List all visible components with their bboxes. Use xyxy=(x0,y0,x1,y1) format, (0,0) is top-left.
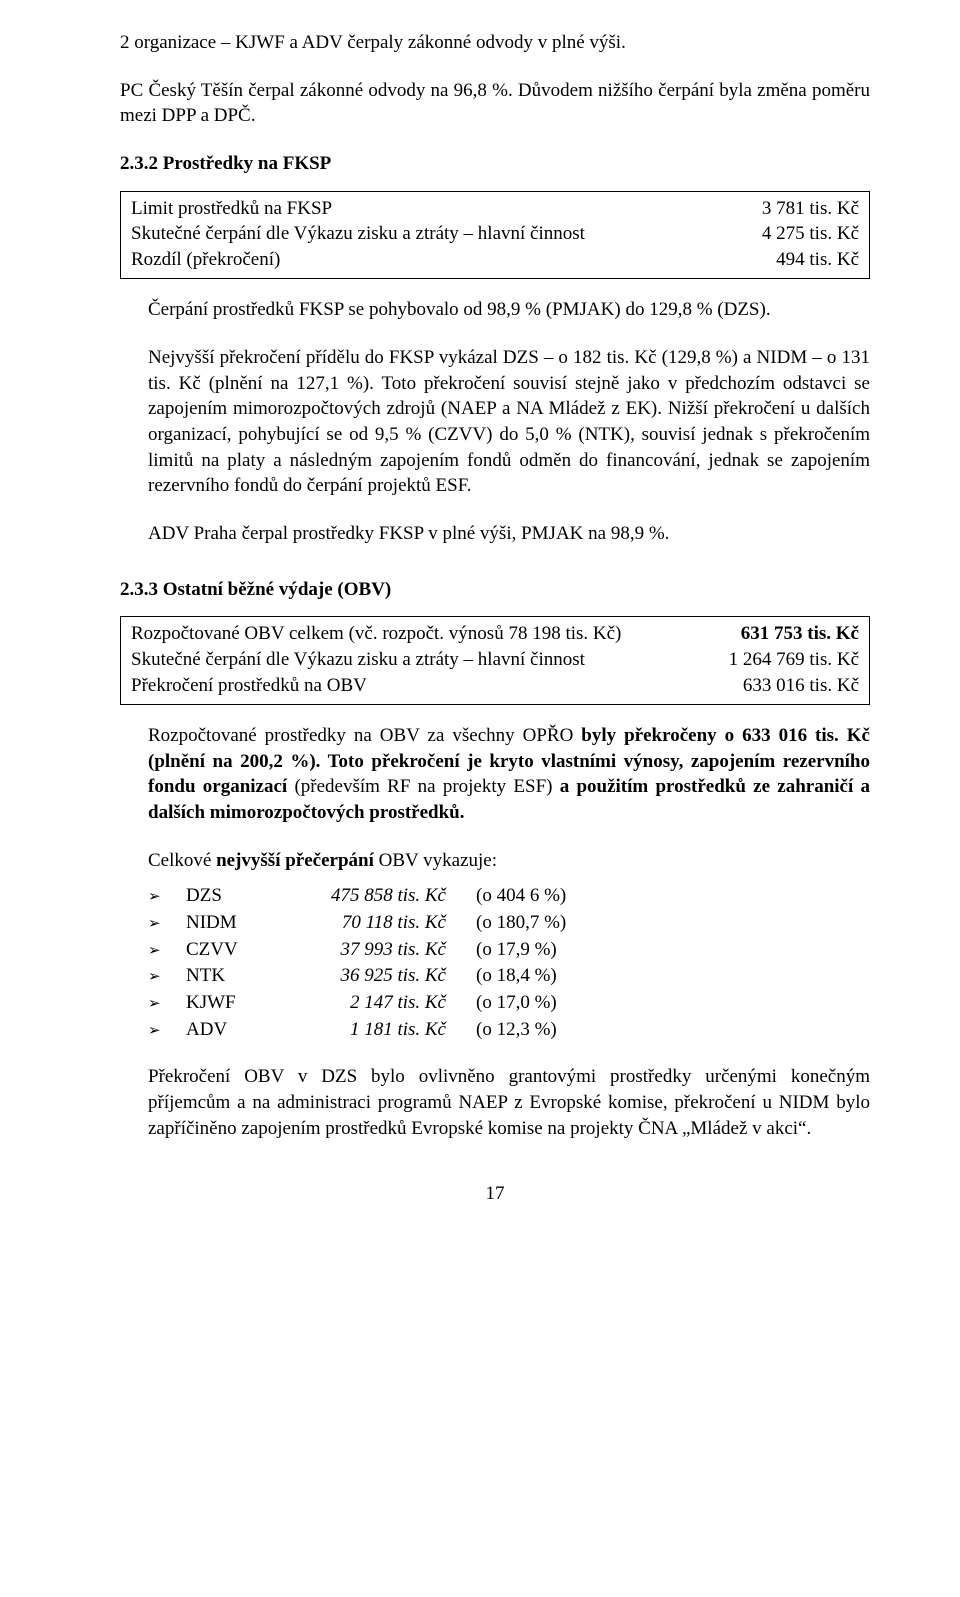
box-label: Překročení prostředků na OBV xyxy=(131,673,731,699)
org-value: 475 858 tis. Kč xyxy=(296,883,476,909)
org-value: 2 147 tis. Kč xyxy=(296,990,476,1016)
bullet-icon: ➢ xyxy=(148,1021,186,1041)
org-pct: (o 17,0 %) xyxy=(476,990,646,1016)
intro-p1: 2 organizace – KJWF a ADV čerpaly zákonn… xyxy=(120,30,870,56)
list-item: ➢ KJWF 2 147 tis. Kč (o 17,0 %) xyxy=(148,990,870,1016)
list-item: ➢ NTK 36 925 tis. Kč (o 18,4 %) xyxy=(148,963,870,989)
text-bold: nejvyšší přečerpání xyxy=(216,850,374,871)
org-pct: (o 12,3 %) xyxy=(476,1017,646,1043)
box-label: Rozpočtované OBV celkem (vč. rozpočt. vý… xyxy=(131,621,729,647)
box-obv: Rozpočtované OBV celkem (vč. rozpočt. vý… xyxy=(120,616,870,705)
org-name: NIDM xyxy=(186,910,296,936)
sec233-p1: Rozpočtované prostředky na OBV za všechn… xyxy=(148,723,870,826)
org-name: KJWF xyxy=(186,990,296,1016)
org-name: ADV xyxy=(186,1017,296,1043)
list-item: ➢ DZS 475 858 tis. Kč (o 404 6 %) xyxy=(148,883,870,909)
intro-p2: PC Český Těšín čerpal zákonné odvody na … xyxy=(120,78,870,129)
text: Celkové xyxy=(148,850,216,871)
box-row: Rozpočtované OBV celkem (vč. rozpočt. vý… xyxy=(131,621,859,647)
sec232-p1: Čerpání prostředků FKSP se pohybovalo od… xyxy=(148,297,870,323)
org-value: 1 181 tis. Kč xyxy=(296,1017,476,1043)
box-row: Skutečné čerpání dle Výkazu zisku a ztrá… xyxy=(131,647,859,673)
sec233-p2: Překročení OBV v DZS bylo ovlivněno gran… xyxy=(148,1064,870,1141)
heading-232: 2.3.2 Prostředky na FKSP xyxy=(120,151,870,177)
org-name: DZS xyxy=(186,883,296,909)
org-pct: (o 180,7 %) xyxy=(476,910,646,936)
org-name: CZVV xyxy=(186,937,296,963)
box-value: 3 781 tis. Kč xyxy=(750,196,859,222)
box-fksp: Limit prostředků na FKSP 3 781 tis. Kč S… xyxy=(120,191,870,280)
org-pct: (o 17,9 %) xyxy=(476,937,646,963)
box-label: Skutečné čerpání dle Výkazu zisku a ztrá… xyxy=(131,221,750,247)
sec232-p3: ADV Praha čerpal prostředky FKSP v plné … xyxy=(148,521,870,547)
box-label: Limit prostředků na FKSP xyxy=(131,196,750,222)
bullet-icon: ➢ xyxy=(148,914,186,934)
org-pct: (o 18,4 %) xyxy=(476,963,646,989)
box-row: Limit prostředků na FKSP 3 781 tis. Kč xyxy=(131,196,859,222)
bullet-icon: ➢ xyxy=(148,967,186,987)
heading-233: 2.3.3 Ostatní běžné výdaje (OBV) xyxy=(120,577,870,603)
box-value: 4 275 tis. Kč xyxy=(750,221,859,247)
overrun-list: ➢ DZS 475 858 tis. Kč (o 404 6 %) ➢ NIDM… xyxy=(148,883,870,1042)
box-row: Skutečné čerpání dle Výkazu zisku a ztrá… xyxy=(131,221,859,247)
bullet-icon: ➢ xyxy=(148,994,186,1014)
bullet-icon: ➢ xyxy=(148,941,186,961)
org-value: 70 118 tis. Kč xyxy=(296,910,476,936)
list-item: ➢ NIDM 70 118 tis. Kč (o 180,7 %) xyxy=(148,910,870,936)
text: (především RF na projekty ESF) xyxy=(294,776,559,797)
list-title: Celkové nejvyšší přečerpání OBV vykazuje… xyxy=(148,848,870,874)
sec232-p2: Nejvyšší překročení přídělu do FKSP vyká… xyxy=(148,345,870,499)
box-label: Skutečné čerpání dle Výkazu zisku a ztrá… xyxy=(131,647,717,673)
org-value: 37 993 tis. Kč xyxy=(296,937,476,963)
box-value: 1 264 769 tis. Kč xyxy=(717,647,859,673)
text: OBV vykazuje: xyxy=(374,850,497,871)
box-value: 494 tis. Kč xyxy=(764,247,859,273)
text: Rozpočtované prostředky na OBV za všechn… xyxy=(148,725,581,746)
bullet-icon: ➢ xyxy=(148,887,186,907)
org-value: 36 925 tis. Kč xyxy=(296,963,476,989)
list-item: ➢ CZVV 37 993 tis. Kč (o 17,9 %) xyxy=(148,937,870,963)
box-row: Překročení prostředků na OBV 633 016 tis… xyxy=(131,673,859,699)
list-item: ➢ ADV 1 181 tis. Kč (o 12,3 %) xyxy=(148,1017,870,1043)
org-name: NTK xyxy=(186,963,296,989)
box-value: 633 016 tis. Kč xyxy=(731,673,859,699)
org-pct: (o 404 6 %) xyxy=(476,883,646,909)
box-label: Rozdíl (překročení) xyxy=(131,247,764,273)
box-value: 631 753 tis. Kč xyxy=(729,621,859,647)
page-number: 17 xyxy=(120,1181,870,1207)
box-row: Rozdíl (překročení) 494 tis. Kč xyxy=(131,247,859,273)
